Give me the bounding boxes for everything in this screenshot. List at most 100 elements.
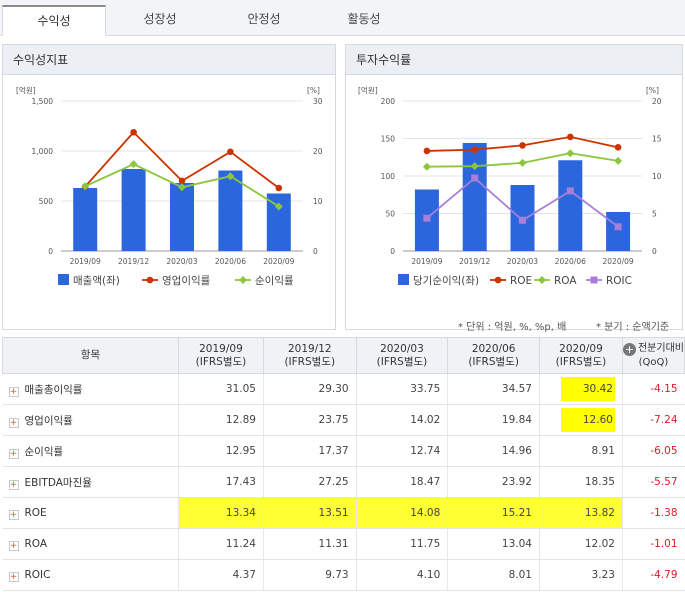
tab-profitability[interactable]: 수익성 [2, 5, 106, 36]
bar [606, 212, 631, 251]
legend-marker [494, 276, 502, 284]
value-cell: 13.82 [538, 497, 623, 529]
value-cell: 17.37 [262, 435, 357, 467]
value-cell: 15.21 [447, 497, 540, 529]
legend-label: 당기순이익(좌) [413, 275, 479, 287]
value-cell: 12.60 [538, 404, 623, 436]
investment-return-chart: [억원] [%] 0 0 50 5 100 10 150 15 200 20 2019/09 2019/1… [358, 86, 662, 287]
row-name-cell[interactable]: + 매출총이익률 [2, 373, 179, 405]
expand-plus-icon[interactable]: + [8, 540, 19, 551]
expand-plus-icon[interactable]: + [8, 448, 19, 459]
line-point [614, 223, 622, 231]
x-tick-label: 2020/03 [166, 257, 197, 266]
y2-tick-label: 10 [313, 197, 323, 206]
x-tick-label: 2020/09 [603, 257, 634, 266]
value-cell: 3.23 [538, 559, 623, 591]
value-cell: 30.42 [538, 373, 623, 405]
unit-note: * 단위 : 억원, %, %p, 배 [458, 322, 567, 333]
right-axis-unit: [%] [307, 86, 320, 95]
legend-marker [146, 276, 154, 284]
line-point [567, 133, 574, 141]
tab-activity[interactable]: 활동성 [347, 12, 381, 26]
qoq-cell: -1.01 [621, 528, 685, 560]
qoq-cell: -1.38 [621, 497, 685, 529]
expand-plus-icon[interactable]: + [8, 479, 19, 490]
y2-tick-label: 5 [652, 210, 657, 219]
bar [121, 169, 146, 251]
y-tick-label: 150 [381, 135, 396, 144]
line-point [470, 162, 479, 171]
x-tick-label: 2019/09 [411, 257, 442, 266]
expand-plus-icon[interactable]: + [8, 571, 19, 582]
profitability-chart: [억원] [%] 0 0 500 10 1,000 20 1,500 30 2019/09 2019/… [16, 86, 323, 287]
header-period: 2020/09 (IFRS별도) [538, 337, 623, 374]
expand-plus-icon[interactable]: + [8, 417, 19, 428]
table-row: + 매출총이익률 31.05 29.30 33.75 34.57 30.42 -4.15 [2, 373, 685, 405]
legend-swatch [58, 274, 69, 285]
left-axis-unit: [억원] [358, 86, 378, 95]
header-period: 2020/03 (IFRS별도) [355, 337, 449, 374]
quarter-note: * 분기 : 순액기준 [596, 322, 670, 333]
line-point [274, 202, 283, 211]
legend-label: 순이익률 [255, 275, 294, 287]
row-name-cell[interactable]: + ROE [2, 497, 179, 529]
tab-growth[interactable]: 성장성 [143, 12, 177, 26]
table-row: + ROA 11.24 11.31 11.75 13.04 12.02 -1.01 [2, 528, 685, 560]
x-tick-label: 2020/09 [263, 257, 294, 266]
line-point [423, 214, 431, 222]
x-tick-label: 2019/12 [459, 257, 490, 266]
qoq-cell: -6.05 [621, 435, 685, 467]
qoq-cell: -4.15 [621, 373, 685, 405]
line-point [566, 149, 575, 158]
profitability-table: 항목 2019/09 (IFRS별도) 2019/12 (IFRS별도) 2020/… [2, 337, 685, 591]
x-tick-label: 2019/12 [118, 257, 149, 266]
header-period: 2019/12 (IFRS별도) [262, 337, 357, 374]
y-tick-label: 1,000 [32, 147, 54, 156]
value-cell: 11.24 [177, 528, 264, 560]
line-point [519, 216, 526, 224]
tab-stability[interactable]: 안정성 [247, 12, 281, 26]
value-cell: 23.75 [262, 404, 357, 436]
value-cell: 23.92 [447, 466, 540, 498]
row-name-cell[interactable]: + EBITDA마진율 [2, 466, 179, 498]
y2-tick-label: 20 [652, 97, 662, 106]
legend-marker [590, 276, 598, 284]
table-header: 항목 2019/09 (IFRS별도) 2019/12 (IFRS별도) 2020/… [2, 337, 685, 374]
value-cell: 4.37 [177, 559, 264, 591]
row-name-cell[interactable]: + ROA [2, 528, 179, 560]
profitability-chart-panel: 수익성지표 [억원] [%] 0 0 500 10 1,000 20 1,500 30 2019/0… [2, 44, 336, 330]
bar [73, 188, 98, 251]
value-cell: 29.30 [262, 373, 357, 405]
x-tick-label: 2019/09 [70, 257, 101, 266]
expand-plus-icon[interactable]: + [8, 386, 19, 397]
line-point [471, 146, 478, 153]
value-cell: 13.51 [262, 497, 357, 529]
row-name-cell[interactable]: + ROIC [2, 559, 179, 591]
row-name-cell[interactable]: + 영업이익률 [2, 404, 179, 436]
value-cell: 18.35 [538, 466, 623, 498]
y-tick-label: 50 [385, 210, 395, 219]
value-cell: 8.01 [447, 559, 540, 591]
line-point [422, 162, 431, 171]
value-cell: 12.74 [355, 435, 448, 467]
table-row: + ROIC 4.37 9.73 4.10 8.01 3.23 -4.79 [2, 559, 685, 591]
line-point [614, 156, 623, 165]
expand-plus-icon[interactable]: + [8, 509, 19, 520]
header-item: 항목 [2, 337, 179, 374]
value-cell: 34.57 [447, 373, 540, 405]
panel-title: 수익성지표 [3, 45, 335, 75]
y2-tick-label: 0 [313, 247, 318, 256]
y-tick-label: 0 [48, 247, 53, 256]
bar [170, 183, 194, 251]
value-cell: 12.95 [177, 435, 264, 467]
table-row: + 영업이익률 12.89 23.75 14.02 19.84 12.60 -7.24 [2, 404, 685, 436]
line-point [178, 183, 186, 192]
legend-label: ROA [554, 275, 577, 287]
row-name-cell[interactable]: + 순이익률 [2, 435, 179, 467]
value-cell: 31.05 [177, 373, 264, 405]
x-tick-label: 2020/06 [215, 257, 246, 266]
add-circle-icon[interactable]: + [622, 343, 636, 356]
qoq-cell: -5.57 [621, 466, 685, 498]
header-qoq: + 전분기대비 (QoQ) [621, 337, 685, 374]
legend-marker [239, 276, 247, 284]
